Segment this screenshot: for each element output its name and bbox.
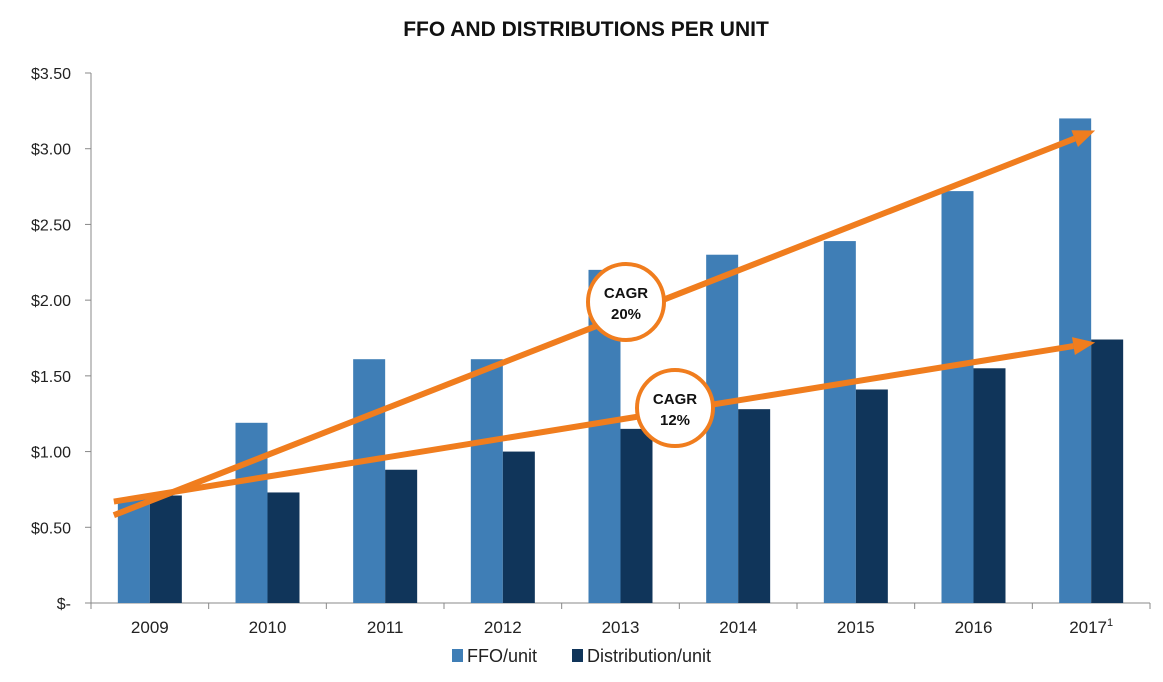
y-tick-label: $1.50 [31,369,71,386]
x-axis: 2009 2010 2011 2012 2013 2014 2015 2016 20171 [90,602,1151,637]
cagr-label: CAGR [653,391,697,408]
x-tick-label: 2013 [602,618,640,637]
bar-ffo-unit-2009 [117,498,150,603]
x-tick-label: 2012 [484,618,522,637]
cagr-arrow-line [113,343,1074,505]
legend-label: Distribution/unit [587,646,711,666]
x-tick-label: 2010 [249,618,287,637]
bar-distribution-unit-2016 [973,368,1006,603]
cagr-label: CAGR [604,285,648,302]
cagr-circle [635,368,715,448]
cagr-arrow-head [1071,130,1096,147]
y-tick-label: $3.50 [31,66,71,83]
cagr-value: 12% [660,412,690,429]
cagr-value: 20% [611,306,641,323]
x-tick-footnote: 1 [1107,617,1113,629]
x-tick-label: 2016 [955,618,993,637]
bar-distribution-unit-2015 [855,389,888,603]
bar-ffo-unit-2012 [470,359,503,603]
y-tick-label: $3.00 [31,142,71,159]
cagr-arrow-line [112,135,1076,518]
x-tick-label: 2015 [837,618,875,637]
bar-ffo-unit-2011 [353,359,386,603]
bar-ffo-unit-2015 [823,241,856,604]
y-tick-label: $1.00 [31,445,71,462]
bar-distribution-unit-2011 [385,469,418,603]
x-tick-label: 2009 [131,618,169,637]
y-axis: $- $0.50 $1.00 $1.50 $2.00 $2.50 $3.00 $3.50 [31,66,92,613]
legend-swatch [452,649,463,662]
bar-distribution-unit-2010 [267,492,300,603]
legend-label: FFO/unit [467,646,537,666]
bar-distribution-unit-2009 [149,495,182,603]
annotations: CAGR 20% CAGR 12% [112,130,1096,518]
bar-distribution-unit-2014 [738,409,771,603]
bars [117,118,1124,604]
legend: FFO/unit Distribution/unit [452,646,711,666]
bar-ffo-unit-2016 [941,191,974,603]
bar-distribution-unit-2017 [1091,339,1124,603]
bar-distribution-unit-2013 [620,428,653,603]
bar-ffo-unit-2014 [706,254,739,603]
cagr-circle [586,262,666,342]
x-tick-label: 2011 [367,618,404,637]
y-tick-label: $2.50 [31,217,71,234]
x-tick-label: 2014 [719,618,757,637]
cagr-arrow-head [1072,337,1096,355]
y-tick-label: $2.00 [31,293,71,310]
chart-title: FFO AND DISTRIBUTIONS PER UNIT [403,18,769,41]
y-tick-label: $0.50 [31,520,71,537]
bar-ffo-unit-2017 [1059,118,1092,603]
x-tick-label: 20171 [1069,617,1113,637]
bar-ffo-unit-2010 [235,422,268,603]
bar-distribution-unit-2012 [502,451,535,603]
legend-swatch [572,649,583,662]
y-tick-label: $- [57,596,71,613]
